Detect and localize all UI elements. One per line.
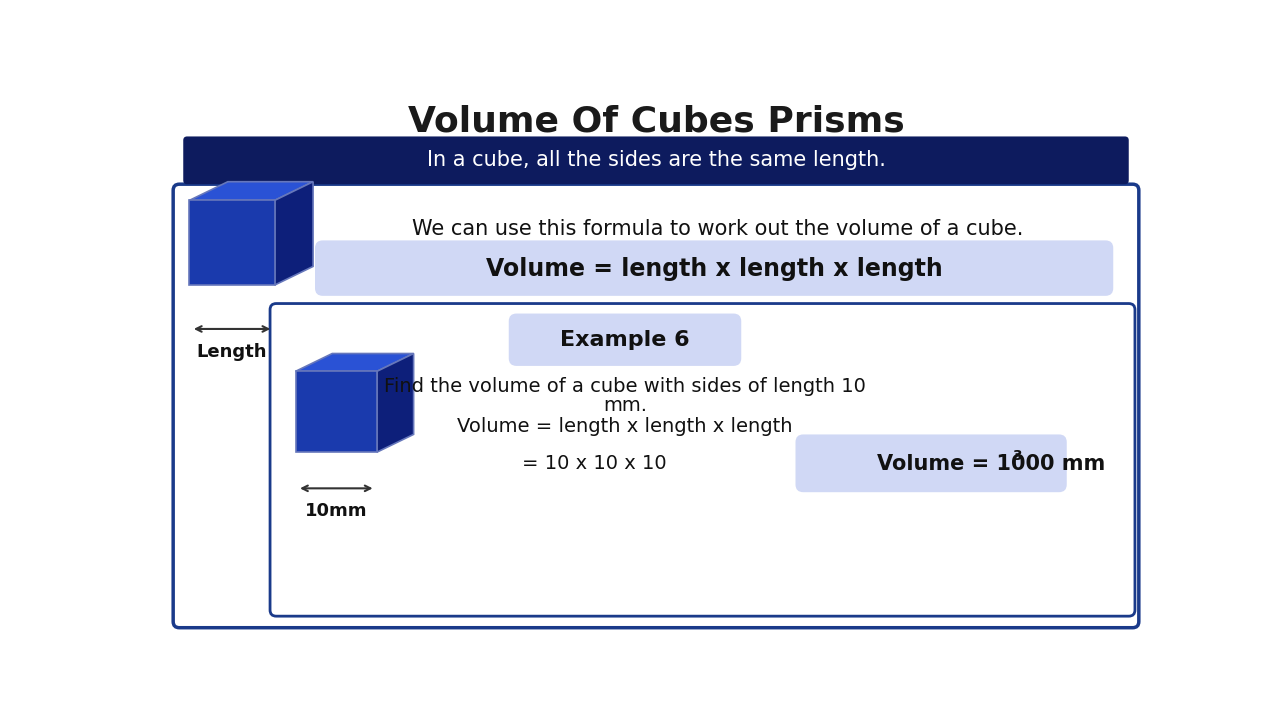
Text: = 10 x 10 x 10: = 10 x 10 x 10	[522, 454, 667, 473]
Polygon shape	[189, 200, 275, 285]
Polygon shape	[296, 372, 378, 452]
Text: Find the volume of a cube with sides of length 10: Find the volume of a cube with sides of …	[384, 377, 867, 396]
Polygon shape	[275, 181, 314, 285]
Text: Volume = 1000 mm: Volume = 1000 mm	[877, 454, 1105, 474]
Text: 10mm: 10mm	[305, 502, 367, 520]
Text: In a cube, all the sides are the same length.: In a cube, all the sides are the same le…	[426, 150, 886, 171]
Text: Volume = length x length x length: Volume = length x length x length	[457, 417, 792, 436]
Text: Length: Length	[197, 343, 268, 361]
Text: Example 6: Example 6	[561, 330, 690, 351]
FancyBboxPatch shape	[315, 240, 1114, 296]
Polygon shape	[296, 354, 413, 372]
FancyBboxPatch shape	[173, 184, 1139, 628]
Text: Volume = length x length x length: Volume = length x length x length	[485, 257, 942, 281]
FancyBboxPatch shape	[183, 137, 1129, 184]
Polygon shape	[378, 354, 413, 452]
Text: mm.: mm.	[603, 397, 646, 415]
FancyBboxPatch shape	[795, 434, 1066, 492]
Text: 3: 3	[1012, 449, 1023, 463]
FancyBboxPatch shape	[270, 304, 1135, 616]
FancyBboxPatch shape	[508, 313, 741, 366]
Text: Volume Of Cubes Prisms: Volume Of Cubes Prisms	[407, 104, 905, 138]
Text: We can use this formula to work out the volume of a cube.: We can use this formula to work out the …	[412, 219, 1024, 239]
Polygon shape	[189, 181, 314, 200]
